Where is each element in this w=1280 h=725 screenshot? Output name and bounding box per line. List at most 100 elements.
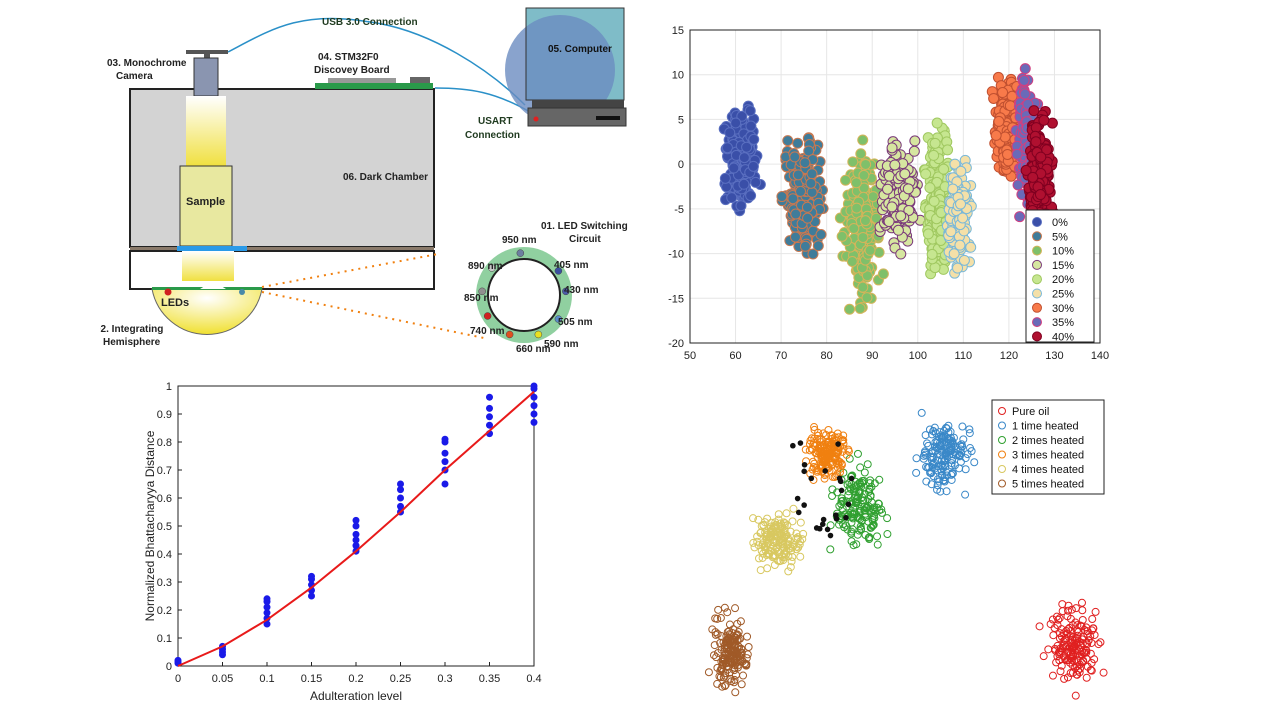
- data-point: [1087, 666, 1096, 675]
- data-point: [883, 514, 892, 523]
- x-tick-label: 60: [729, 350, 741, 362]
- legend-marker: [1032, 217, 1042, 227]
- data-point: [777, 521, 786, 530]
- data-point: [1030, 136, 1042, 148]
- legend-marker: [998, 407, 1006, 415]
- wavelength-label: 430 nm: [564, 285, 599, 296]
- data-point: [851, 493, 860, 502]
- data-point: [835, 501, 844, 510]
- data-point: [865, 487, 874, 496]
- legend-label: 1 time heated: [1012, 421, 1079, 433]
- x-tick-label: 0.15: [301, 673, 322, 685]
- data-point: [856, 463, 865, 472]
- led-dot: [534, 330, 543, 339]
- data-point: [1035, 622, 1044, 631]
- data-point: [793, 535, 802, 544]
- data-point: [486, 393, 493, 401]
- data-point: [1049, 631, 1058, 640]
- data-point: [770, 561, 779, 570]
- data-point: [721, 142, 733, 154]
- data-point: [933, 466, 942, 475]
- data-point: [1064, 606, 1073, 615]
- data-point: [486, 404, 493, 412]
- data-point: [1004, 100, 1016, 112]
- data-point: [948, 248, 960, 260]
- setup-diagram: USB 3.0 Connection 06. Dark Chamber 03. …: [95, 0, 635, 365]
- wavelength-label: 590 nm: [544, 339, 579, 350]
- data-point: [1062, 634, 1071, 643]
- data-point: [719, 172, 731, 184]
- legend-label: 0%: [1052, 217, 1068, 229]
- legend-label: Pure oil: [1012, 406, 1049, 418]
- y-tick-label: 10: [672, 70, 684, 82]
- data-point: [726, 652, 735, 661]
- data-point: [1055, 614, 1064, 623]
- outlier-point: [801, 468, 808, 475]
- y-tick-label: 0: [678, 159, 684, 171]
- data-point: [1082, 673, 1091, 682]
- data-point: [952, 262, 964, 274]
- data-point: [790, 208, 802, 220]
- data-point: [815, 229, 827, 241]
- y-tick-label: -15: [668, 293, 684, 305]
- data-point: [855, 478, 864, 487]
- x-tick-label: 100: [909, 350, 927, 362]
- y-tick-label: 5: [678, 114, 684, 126]
- data-point: [713, 679, 722, 688]
- wavelength-label: 405 nm: [554, 260, 589, 271]
- data-point: [743, 632, 752, 641]
- data-point: [741, 141, 753, 153]
- data-point: [1091, 607, 1100, 616]
- legend-label: 5 times heated: [1012, 479, 1084, 491]
- data-point: [886, 142, 898, 154]
- legend-marker: [1032, 317, 1042, 328]
- data-point: [947, 183, 959, 195]
- data-point: [792, 545, 801, 554]
- legend-label: 5%: [1052, 231, 1068, 243]
- data-point: [957, 442, 966, 451]
- outlier-point: [797, 440, 804, 446]
- data-point: [877, 268, 889, 280]
- y-tick-label: -20: [668, 338, 684, 350]
- legend-label: 4 times heated: [1012, 464, 1084, 476]
- data-point: [1055, 634, 1064, 643]
- data-point: [753, 532, 762, 541]
- data-point: [926, 248, 938, 260]
- data-point: [925, 425, 934, 434]
- data-point: [530, 393, 538, 401]
- outlier-point: [795, 509, 802, 516]
- data-point: [860, 158, 872, 170]
- data-point: [352, 536, 360, 544]
- data-point: [909, 135, 921, 147]
- data-point: [848, 222, 860, 234]
- data-point: [1011, 148, 1023, 160]
- data-point: [1056, 629, 1065, 638]
- data-point: [397, 480, 404, 488]
- data-point: [837, 497, 846, 506]
- data-point: [1035, 151, 1047, 163]
- data-point: [263, 595, 271, 603]
- outlier-point: [838, 487, 845, 494]
- data-point: [928, 149, 940, 161]
- data-point: [530, 410, 538, 418]
- data-point: [861, 513, 870, 522]
- data-point: [809, 457, 818, 466]
- data-point: [920, 448, 929, 457]
- data-point: [855, 526, 864, 535]
- data-point: [720, 682, 729, 691]
- outlier-point: [848, 475, 855, 482]
- data-point: [724, 127, 736, 139]
- data-point: [741, 660, 750, 669]
- data-point: [1057, 661, 1066, 670]
- data-point: [860, 468, 869, 477]
- board-label-2: Discovey Board: [314, 65, 390, 76]
- data-point: [792, 137, 804, 149]
- data-point: [858, 478, 867, 487]
- data-point: [861, 292, 873, 304]
- data-point: [1068, 656, 1077, 665]
- data-point: [807, 248, 819, 260]
- data-point: [758, 553, 767, 562]
- x-tick-label: 80: [821, 350, 833, 362]
- data-point: [727, 637, 736, 646]
- data-point: [530, 418, 538, 426]
